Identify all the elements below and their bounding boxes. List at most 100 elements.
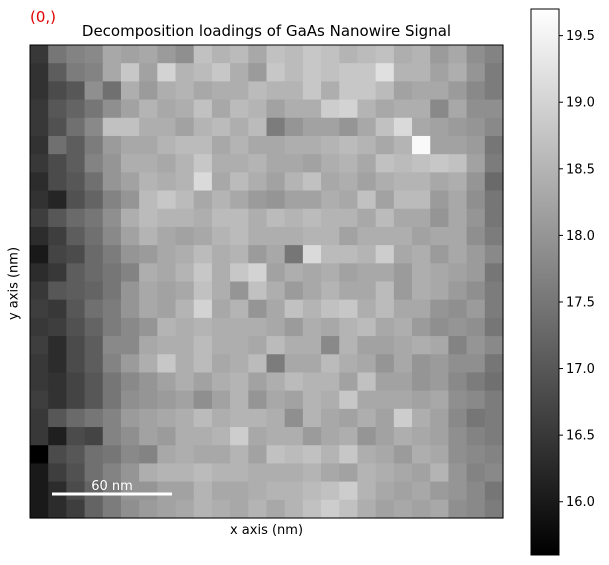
heatmap-cell	[193, 190, 213, 210]
heatmap-cell	[120, 172, 140, 192]
heatmap-cell	[66, 281, 86, 301]
heatmap-cell	[284, 408, 304, 428]
heatmap-cell	[357, 208, 377, 228]
heatmap-cell	[284, 317, 304, 337]
heatmap-cell	[266, 281, 286, 301]
heatmap-cell	[211, 317, 231, 337]
heatmap-cell	[284, 135, 304, 155]
heatmap-cell	[230, 299, 249, 319]
heatmap-cell	[412, 190, 431, 210]
heatmap-cell	[66, 45, 86, 64]
heatmap-cell	[284, 499, 304, 519]
heatmap-cell	[448, 81, 468, 101]
heatmap-cell	[48, 372, 67, 392]
heatmap-cell	[48, 263, 67, 283]
heatmap-cell	[248, 481, 268, 501]
heatmap-cell	[357, 154, 377, 173]
heatmap-cell	[430, 208, 450, 228]
heatmap-cell	[466, 336, 486, 355]
heatmap-cell	[248, 463, 268, 483]
heatmap-cell	[302, 263, 322, 283]
heatmap-cell	[157, 408, 177, 428]
heatmap-cell	[357, 299, 377, 319]
heatmap-frame	[29, 44, 504, 519]
heatmap-cell	[375, 427, 395, 446]
heatmap-cell	[211, 99, 231, 119]
heatmap-cell	[448, 154, 468, 173]
heatmap-cell	[157, 263, 177, 283]
heatmap-cell	[193, 299, 213, 319]
heatmap-cell	[139, 63, 158, 82]
heatmap-cell	[211, 354, 231, 374]
heatmap-cell	[321, 263, 340, 283]
heatmap-cell	[430, 154, 450, 173]
heatmap-cell	[139, 117, 158, 137]
heatmap-cell	[139, 317, 158, 337]
heatmap-cell	[120, 499, 140, 519]
heatmap-cell	[211, 190, 231, 210]
heatmap-cell	[120, 245, 140, 264]
heatmap-cell	[84, 408, 104, 428]
heatmap-cell	[266, 226, 286, 246]
heatmap-cell	[211, 226, 231, 246]
heatmap-cell	[175, 63, 195, 82]
heatmap-cell	[412, 481, 431, 501]
heatmap-cell	[484, 299, 504, 319]
heatmap-cell	[120, 208, 140, 228]
heatmap-cell	[248, 281, 268, 301]
heatmap-cell	[466, 427, 486, 446]
heatmap-cell	[448, 445, 468, 465]
heatmap-cell	[84, 445, 104, 465]
heatmap-cell	[302, 299, 322, 319]
heatmap-cell	[357, 408, 377, 428]
heatmap-cell	[302, 190, 322, 210]
heatmap-cell	[484, 317, 504, 337]
heatmap-cell	[84, 45, 104, 64]
heatmap-cell	[211, 408, 231, 428]
heatmap-cell	[66, 427, 86, 446]
heatmap-cell	[248, 63, 268, 82]
heatmap-cell	[393, 445, 413, 465]
heatmap-cell	[248, 317, 268, 337]
heatmap-cell	[321, 63, 340, 82]
heatmap-cell	[84, 226, 104, 246]
heatmap-cell	[412, 81, 431, 101]
heatmap-cell	[139, 208, 158, 228]
heatmap-cell	[448, 481, 468, 501]
heatmap-cell	[484, 81, 504, 101]
heatmap-cell	[484, 281, 504, 301]
heatmap-cell	[175, 427, 195, 446]
heatmap-cell	[357, 245, 377, 264]
heatmap-cell	[211, 336, 231, 355]
heatmap-cell	[230, 317, 249, 337]
heatmap-cell	[66, 263, 86, 283]
heatmap-cell	[66, 390, 86, 410]
heatmap-cell	[284, 190, 304, 210]
heatmap-cell	[48, 135, 67, 155]
heatmap-cell	[211, 172, 231, 192]
heatmap-cell	[248, 81, 268, 101]
heatmap-cell	[302, 372, 322, 392]
heatmap-cell	[484, 263, 504, 283]
heatmap-cell	[484, 245, 504, 264]
heatmap-cell	[321, 226, 340, 246]
heatmap-cell	[357, 372, 377, 392]
heatmap-cell	[248, 354, 268, 374]
heatmap-cell	[66, 445, 86, 465]
colorbar-tick-label: 18.5	[566, 162, 595, 177]
heatmap-cell	[375, 281, 395, 301]
heatmap-cell	[157, 172, 177, 192]
heatmap-cell	[412, 281, 431, 301]
heatmap-cell	[175, 245, 195, 264]
heatmap-cell	[284, 372, 304, 392]
heatmap-cell	[84, 463, 104, 483]
heatmap-cell	[484, 408, 504, 428]
heatmap-cell	[120, 299, 140, 319]
heatmap-cell	[466, 263, 486, 283]
heatmap-cell	[248, 154, 268, 173]
heatmap-cell	[484, 372, 504, 392]
heatmap-cell	[139, 463, 158, 483]
heatmap-cell	[448, 135, 468, 155]
heatmap-cell	[393, 336, 413, 355]
heatmap-cell	[193, 390, 213, 410]
